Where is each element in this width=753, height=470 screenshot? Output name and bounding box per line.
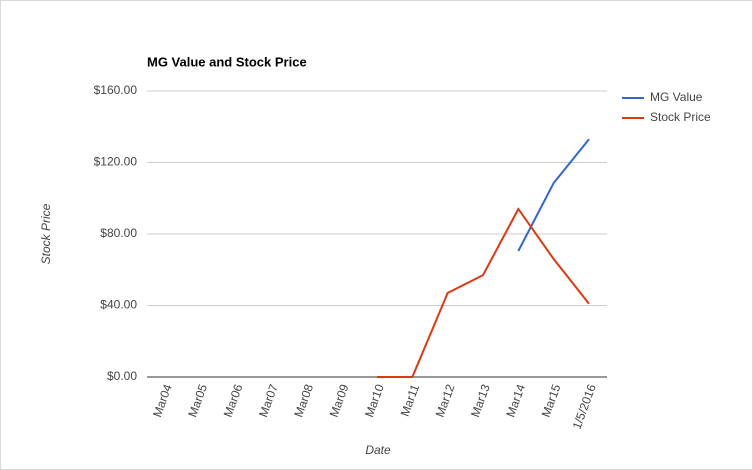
y-tick-label: $80.00 xyxy=(100,226,137,240)
series-line xyxy=(517,138,590,252)
y-tick-label: $0.00 xyxy=(107,369,137,383)
y-axis-title: Stock Price xyxy=(39,203,53,264)
chart-title: MG Value and Stock Price xyxy=(147,54,307,69)
legend-label: Stock Price xyxy=(650,110,711,124)
legend-label: MG Value xyxy=(650,90,703,104)
series-line xyxy=(377,207,590,378)
y-tick-label: $120.00 xyxy=(94,155,138,169)
y-tick-label: $160.00 xyxy=(94,83,138,97)
x-axis-title: Date xyxy=(365,443,391,457)
y-tick-label: $40.00 xyxy=(100,298,137,312)
